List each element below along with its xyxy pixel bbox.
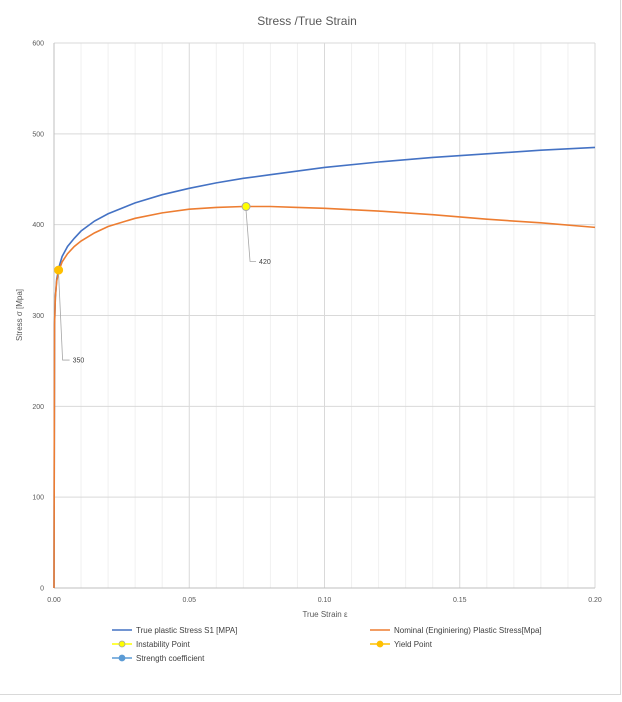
legend-label: Instability Point: [136, 640, 191, 649]
legend-label: Nominal (Enginiering) Plastic Stress[Mpa…: [394, 626, 542, 635]
legend-label: True plastic Stress S1 [MPA]: [136, 626, 237, 635]
legend-label: Strength coefficient: [136, 654, 205, 663]
legend-swatch-marker: [118, 654, 126, 662]
y-axis-title: Stress σ [Mpa]: [15, 289, 24, 341]
legend-swatch-marker: [376, 640, 384, 648]
chart-title: Stress /True Strain: [257, 14, 357, 28]
series-point-2: [241, 202, 251, 211]
major-gridlines: [54, 42, 596, 588]
y-tick-label: 500: [32, 131, 44, 138]
leader-line: [245, 210, 257, 262]
legend-label: Yield Point: [394, 640, 433, 649]
x-tick-label: 0.20: [588, 597, 602, 604]
y-tick-label: 600: [32, 41, 44, 48]
x-tick-label: 0.00: [47, 597, 61, 604]
x-axis-title: True Strain ε: [302, 610, 347, 619]
y-tick-label: 100: [32, 495, 44, 502]
series-layer: [53, 146, 596, 589]
data-label: 420: [259, 259, 271, 266]
series-point-3: [54, 265, 64, 275]
y-tick-label: 300: [32, 313, 44, 320]
y-tick-label: 400: [32, 222, 44, 229]
data-labels: 420 350: [58, 210, 271, 365]
y-tick-label: 200: [32, 404, 44, 411]
tick-labels: 0.00 0.05 0.10 0.15 0.20 0 100 200 300 400 500 600: [32, 41, 602, 605]
legend: True plastic Stress S1 [MPA] Nominal (Eng…: [112, 626, 542, 663]
data-label: 350: [73, 358, 85, 365]
leader-line: [58, 274, 70, 361]
y-tick-label: 0: [40, 586, 44, 593]
x-tick-label: 0.05: [182, 597, 196, 604]
x-tick-label: 0.10: [318, 597, 332, 604]
x-tick-label: 0.15: [453, 597, 467, 604]
legend-swatch-marker: [118, 640, 126, 648]
